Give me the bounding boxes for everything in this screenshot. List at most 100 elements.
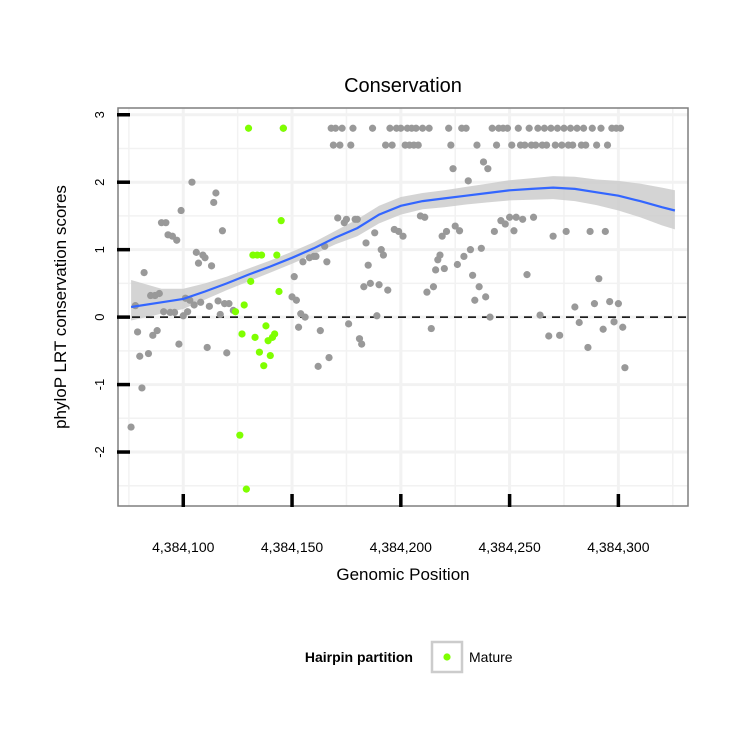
- data-point: [395, 227, 403, 236]
- legend-entry-mature: Mature: [469, 649, 513, 665]
- data-point: [366, 279, 374, 287]
- legend: Hairpin partition Mature: [305, 640, 513, 674]
- data-point: [490, 227, 498, 236]
- data-point: [362, 239, 370, 247]
- data-point: [540, 124, 549, 132]
- data-point: [506, 213, 514, 221]
- legend-key-box: [430, 640, 464, 674]
- data-point-mature: [271, 330, 279, 338]
- data-point: [471, 296, 479, 304]
- legend-key-mature: [443, 653, 451, 661]
- data-point: [599, 325, 607, 333]
- data-point: [323, 258, 331, 266]
- data-point: [175, 340, 183, 348]
- data-point-mature: [257, 251, 266, 259]
- data-point: [560, 124, 568, 132]
- data-point: [558, 141, 566, 149]
- data-point-mature: [242, 485, 250, 493]
- data-point: [590, 300, 599, 308]
- data-point-mature: [273, 251, 281, 259]
- data-point: [536, 311, 544, 319]
- data-point: [573, 124, 581, 132]
- data-point: [381, 141, 390, 149]
- data-point-mature: [279, 124, 287, 132]
- data-point-mature: [255, 348, 264, 356]
- data-point: [477, 244, 485, 252]
- data-point: [329, 141, 337, 149]
- data-point: [616, 124, 625, 132]
- data-point: [445, 124, 453, 132]
- y-tick-label: 2: [92, 179, 107, 186]
- data-point: [510, 227, 518, 235]
- data-point-mature: [236, 431, 244, 439]
- data-point: [521, 141, 529, 149]
- data-point: [342, 215, 351, 223]
- data-point: [127, 423, 135, 431]
- data-point: [375, 281, 383, 289]
- data-point: [421, 213, 429, 221]
- data-point: [358, 340, 366, 348]
- data-point: [595, 275, 603, 283]
- data-point: [551, 141, 559, 149]
- data-point: [212, 189, 220, 197]
- data-point: [399, 232, 407, 240]
- data-point: [336, 141, 344, 149]
- chart-title: Conservation: [344, 75, 462, 97]
- panel-background: [118, 108, 688, 506]
- y-tick-label: -2: [92, 446, 107, 458]
- data-point: [144, 349, 153, 358]
- data-point: [486, 313, 494, 321]
- data-point: [162, 219, 170, 227]
- data-point-mature: [238, 330, 246, 338]
- data-point: [475, 283, 483, 291]
- data-point: [138, 384, 146, 392]
- data-point: [292, 296, 300, 304]
- y-tick-label: 3: [92, 111, 107, 118]
- y-tick-label: 0: [92, 313, 107, 320]
- data-point: [338, 124, 346, 132]
- data-point: [388, 141, 396, 149]
- data-point: [136, 352, 144, 360]
- data-point: [364, 261, 372, 269]
- data-point: [194, 259, 203, 267]
- data-point: [153, 327, 161, 335]
- data-point: [525, 124, 533, 132]
- data-point: [447, 141, 455, 149]
- data-point: [523, 271, 531, 279]
- data-point: [614, 300, 622, 308]
- data-point: [584, 343, 592, 352]
- data-point: [586, 227, 594, 236]
- data-point: [314, 362, 322, 370]
- data-point: [606, 298, 614, 306]
- data-point-mature: [266, 351, 274, 360]
- data-point: [331, 124, 340, 132]
- data-point: [549, 232, 557, 240]
- data-point: [473, 141, 481, 149]
- data-point: [451, 222, 459, 230]
- data-point: [529, 213, 538, 221]
- data-point: [462, 124, 470, 132]
- data-point: [601, 227, 609, 236]
- data-point: [460, 252, 468, 261]
- data-point-mature: [277, 217, 285, 225]
- data-point: [619, 323, 627, 331]
- data-point: [488, 124, 496, 132]
- data-point: [345, 320, 353, 328]
- data-point: [556, 331, 564, 339]
- data-point-mature: [240, 301, 248, 309]
- data-point-mature: [247, 277, 255, 285]
- data-point: [299, 258, 307, 266]
- data-point: [386, 124, 394, 132]
- data-point: [149, 331, 157, 339]
- data-point: [207, 262, 216, 270]
- data-point: [184, 308, 192, 316]
- y-tick-label: 1: [92, 246, 107, 253]
- data-point: [508, 141, 516, 149]
- data-point: [290, 273, 298, 281]
- data-point-mature: [251, 333, 259, 341]
- data-point: [449, 165, 457, 173]
- data-point: [133, 328, 142, 336]
- points-layer: [127, 124, 629, 493]
- data-point: [170, 308, 179, 316]
- data-point: [160, 308, 168, 316]
